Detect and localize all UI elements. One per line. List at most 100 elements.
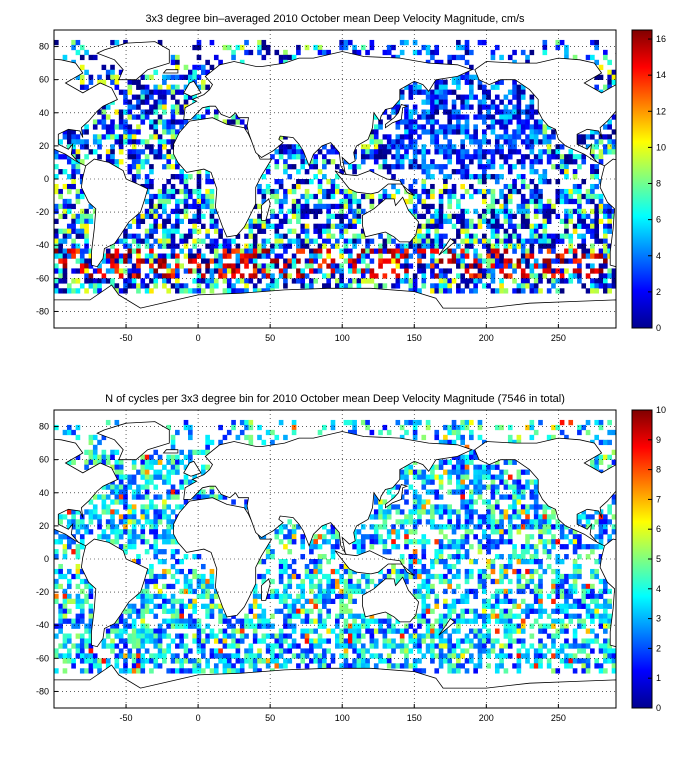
colorbar-tick-label: 10 bbox=[656, 142, 666, 152]
heatmap-cell bbox=[244, 618, 249, 624]
heatmap-cell bbox=[278, 238, 284, 244]
heatmap-cell bbox=[296, 524, 301, 530]
heatmap-cell bbox=[200, 223, 206, 229]
heatmap-cell bbox=[322, 49, 327, 56]
heatmap-cell bbox=[183, 419, 189, 426]
heatmap-cell bbox=[594, 253, 600, 259]
heatmap-cell bbox=[127, 79, 133, 85]
heatmap-cell bbox=[317, 623, 323, 629]
heatmap-cell bbox=[170, 549, 176, 555]
heatmap-cell bbox=[54, 39, 59, 46]
heatmap-cell bbox=[577, 263, 582, 269]
heatmap-cell bbox=[481, 499, 487, 505]
heatmap-cell bbox=[456, 643, 461, 649]
heatmap-cell bbox=[412, 593, 418, 600]
heatmap-cell bbox=[326, 638, 331, 644]
heatmap-cell bbox=[274, 663, 280, 669]
heatmap-cell bbox=[62, 263, 68, 269]
heatmap-cell bbox=[222, 613, 228, 619]
heatmap-cell bbox=[507, 424, 513, 431]
heatmap-cell bbox=[144, 238, 150, 244]
heatmap-cell bbox=[481, 588, 487, 595]
heatmap-cell bbox=[594, 129, 600, 135]
heatmap-cell bbox=[412, 79, 418, 85]
heatmap-cell bbox=[365, 419, 370, 426]
heatmap-cell bbox=[507, 139, 513, 145]
heatmap-cell bbox=[58, 203, 63, 210]
heatmap-cell bbox=[421, 593, 427, 600]
heatmap-cell bbox=[343, 563, 349, 570]
heatmap-cell bbox=[166, 534, 172, 540]
heatmap-cell bbox=[144, 159, 150, 165]
heatmap-cell bbox=[88, 203, 94, 210]
heatmap-cell bbox=[525, 273, 530, 279]
heatmap-cell bbox=[520, 139, 526, 145]
heatmap-cell bbox=[516, 509, 522, 515]
heatmap-cell bbox=[464, 454, 470, 460]
heatmap-cell bbox=[490, 559, 496, 565]
heatmap-cell bbox=[75, 583, 81, 590]
heatmap-cell bbox=[546, 208, 552, 215]
heatmap-cell bbox=[430, 49, 435, 56]
heatmap-cell bbox=[278, 59, 284, 66]
heatmap-cell bbox=[274, 608, 280, 614]
heatmap-cell bbox=[373, 139, 379, 145]
heatmap-cell bbox=[179, 479, 184, 485]
heatmap-cell bbox=[79, 613, 85, 619]
heatmap-cell bbox=[127, 504, 133, 510]
heatmap-cell bbox=[252, 233, 258, 239]
heatmap-cell bbox=[136, 169, 141, 175]
heatmap-cell bbox=[157, 99, 163, 105]
heatmap-cell bbox=[516, 238, 522, 244]
heatmap-cell bbox=[162, 223, 167, 229]
heatmap-cell bbox=[309, 578, 314, 585]
heatmap-cell bbox=[62, 208, 68, 215]
heatmap-cell bbox=[296, 218, 301, 224]
heatmap-cell bbox=[162, 278, 167, 284]
heatmap-cell bbox=[322, 554, 327, 560]
heatmap-cell bbox=[417, 494, 422, 500]
heatmap-cell bbox=[395, 109, 401, 115]
heatmap-cell bbox=[469, 273, 474, 279]
heatmap-cell bbox=[382, 633, 388, 639]
heatmap-cell bbox=[330, 424, 336, 431]
heatmap-cell bbox=[520, 573, 526, 580]
heatmap-cell bbox=[335, 578, 340, 585]
heatmap-cell bbox=[123, 668, 128, 674]
heatmap-cell bbox=[88, 248, 94, 254]
heatmap-cell bbox=[209, 633, 215, 639]
heatmap-cell bbox=[313, 174, 319, 180]
gridlines-1 bbox=[54, 30, 616, 328]
heatmap-cell bbox=[58, 568, 63, 575]
heatmap-cell bbox=[131, 129, 137, 135]
heatmap-cell bbox=[447, 288, 453, 294]
heatmap-cell bbox=[546, 134, 552, 140]
heatmap-cell bbox=[105, 104, 111, 110]
heatmap-cell bbox=[356, 268, 362, 274]
heatmap-cell bbox=[144, 273, 150, 279]
heatmap-cell bbox=[149, 248, 154, 254]
heatmap-cell bbox=[386, 534, 392, 540]
heatmap-cell bbox=[166, 598, 172, 604]
heatmap-cell bbox=[92, 663, 98, 669]
heatmap-cell bbox=[326, 213, 331, 220]
heatmap-cell bbox=[144, 583, 150, 590]
heatmap-cell bbox=[434, 233, 440, 239]
heatmap-cell bbox=[594, 283, 600, 289]
heatmap-cell bbox=[490, 539, 496, 545]
heatmap-cell bbox=[603, 273, 608, 279]
heatmap-cell bbox=[188, 233, 193, 239]
heatmap-cell bbox=[378, 499, 383, 505]
heatmap-cell bbox=[265, 283, 271, 289]
heatmap-cell bbox=[516, 499, 522, 505]
heatmap-cell bbox=[490, 578, 496, 585]
heatmap-cell bbox=[395, 529, 401, 535]
heatmap-cell bbox=[443, 144, 448, 150]
heatmap-cell bbox=[79, 228, 85, 234]
heatmap-cell bbox=[469, 588, 474, 595]
heatmap-cell bbox=[408, 648, 414, 654]
heatmap-cell bbox=[533, 109, 539, 115]
heatmap-cell bbox=[162, 104, 167, 110]
heatmap-cell bbox=[101, 494, 107, 500]
heatmap-cell bbox=[335, 539, 340, 545]
